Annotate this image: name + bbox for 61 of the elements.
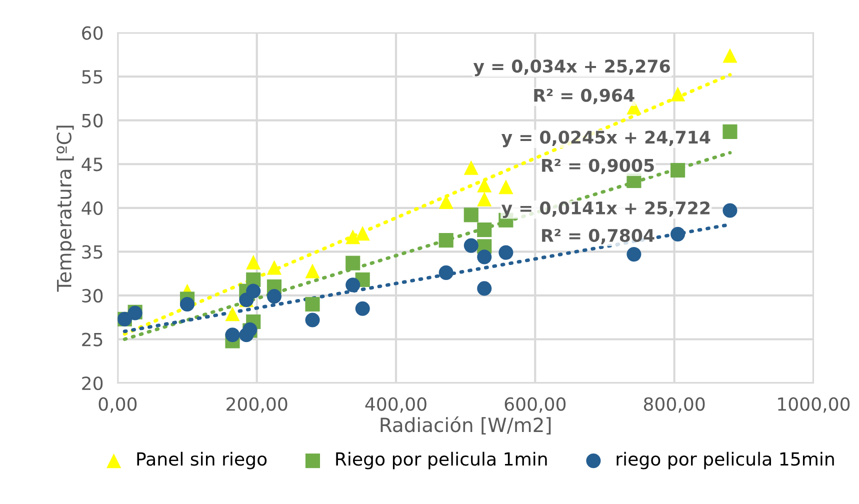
y-tick-label: 35 <box>82 245 102 259</box>
point <box>346 256 360 270</box>
point <box>246 284 261 298</box>
point <box>464 208 478 222</box>
x-axis-title: Radiación [W/m2] <box>380 416 551 435</box>
point <box>225 306 240 322</box>
y-tick-label: 45 <box>82 158 102 172</box>
point <box>498 245 514 260</box>
y-tick-label: 40 <box>82 201 103 216</box>
annotation: R² = 0,9005 <box>542 158 654 174</box>
y-tick-label: 50 <box>82 114 103 128</box>
point <box>438 265 454 280</box>
point <box>266 260 282 275</box>
point <box>305 312 320 328</box>
x-tick-label: 1000,00 <box>778 397 850 413</box>
annotation: R² = 0,964 <box>534 88 634 104</box>
annotation: R² = 0,7804 <box>542 228 654 244</box>
point <box>670 86 686 102</box>
point <box>722 48 738 63</box>
y-tick-label: 20 <box>82 376 103 390</box>
legend-label: Panel sin riego <box>137 452 267 470</box>
point <box>477 281 492 296</box>
point <box>438 233 454 248</box>
y-tick-label: 55 <box>82 70 102 84</box>
point <box>722 203 738 218</box>
annotation: y = 0,0141x + 25,722 <box>501 201 710 218</box>
point <box>477 178 492 192</box>
point <box>266 289 282 304</box>
y-tick-label: 25 <box>82 332 102 346</box>
point <box>498 180 514 194</box>
point <box>225 328 240 342</box>
point <box>305 296 320 312</box>
point <box>670 162 686 178</box>
y-tick-label: 60 <box>82 26 103 40</box>
y-tick-label: 30 <box>82 288 103 303</box>
point <box>464 160 478 175</box>
point <box>477 250 492 264</box>
point <box>346 278 360 292</box>
point <box>355 301 370 316</box>
point <box>346 230 360 244</box>
point <box>670 226 686 242</box>
annotation: y = 0,034x + 25,276 <box>473 60 670 76</box>
legend-label: riego por pelicula 15min <box>616 452 834 470</box>
x-tick-label: 400,00 <box>365 397 426 413</box>
point <box>438 194 454 210</box>
point <box>722 124 738 139</box>
point <box>180 296 195 312</box>
x-tick-label: 200,00 <box>226 397 288 413</box>
x-tick-label: 800,00 <box>644 397 705 413</box>
point <box>246 254 261 270</box>
point <box>355 226 370 241</box>
x-tick-label: 600,00 <box>504 397 566 413</box>
x-tick-label: 0,00 <box>98 397 137 413</box>
legend-label: Riego por pelicula 1min <box>336 452 547 470</box>
y-axis-title: Temperatura [ºC] <box>56 126 76 292</box>
point <box>305 264 320 278</box>
point <box>626 247 642 262</box>
point <box>464 238 478 253</box>
annotation: y = 0,0245x + 24,714 <box>501 130 710 148</box>
point <box>477 222 492 238</box>
point <box>477 192 492 206</box>
